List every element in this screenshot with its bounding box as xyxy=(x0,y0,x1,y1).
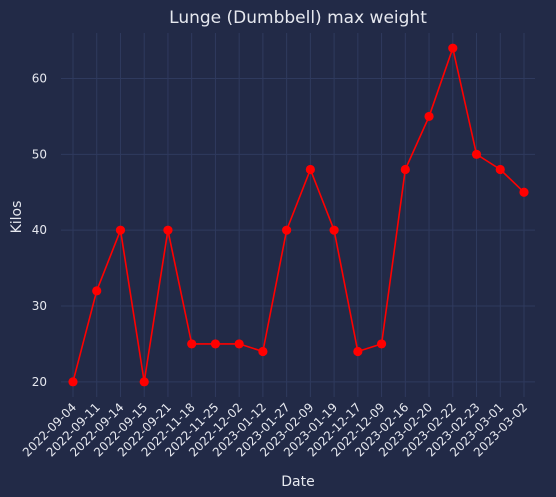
data-point xyxy=(139,377,149,387)
data-point xyxy=(376,339,387,349)
y-tick-label: 30 xyxy=(32,299,47,313)
data-point xyxy=(519,187,529,197)
data-point xyxy=(305,164,315,175)
data-point xyxy=(353,346,363,357)
data-point xyxy=(282,225,292,235)
y-tick-label: 50 xyxy=(32,147,47,161)
data-point xyxy=(68,377,78,387)
data-point xyxy=(115,225,126,235)
tick-layer: 20304050602022-09-042022-09-112022-09-14… xyxy=(20,72,530,460)
data-point xyxy=(329,225,339,235)
series-layer xyxy=(68,43,529,387)
y-tick-label: 60 xyxy=(32,72,47,86)
data-point xyxy=(210,339,221,349)
data-point xyxy=(258,346,268,357)
grid-layer xyxy=(61,33,535,397)
data-point xyxy=(495,164,505,175)
y-tick-label: 20 xyxy=(32,375,47,389)
data-point xyxy=(234,339,244,349)
chart-title: Lunge (Dumbbell) max weight xyxy=(169,8,427,28)
data-point xyxy=(424,111,434,122)
data-point xyxy=(400,164,410,175)
data-point xyxy=(448,43,458,53)
data-point xyxy=(187,339,197,349)
data-point xyxy=(471,149,482,159)
y-tick-label: 40 xyxy=(32,223,47,237)
data-point xyxy=(163,225,173,235)
y-axis-label: Kilos xyxy=(9,201,25,234)
data-point xyxy=(92,286,102,296)
series-line xyxy=(72,45,525,383)
x-axis-label: Date xyxy=(281,474,314,490)
